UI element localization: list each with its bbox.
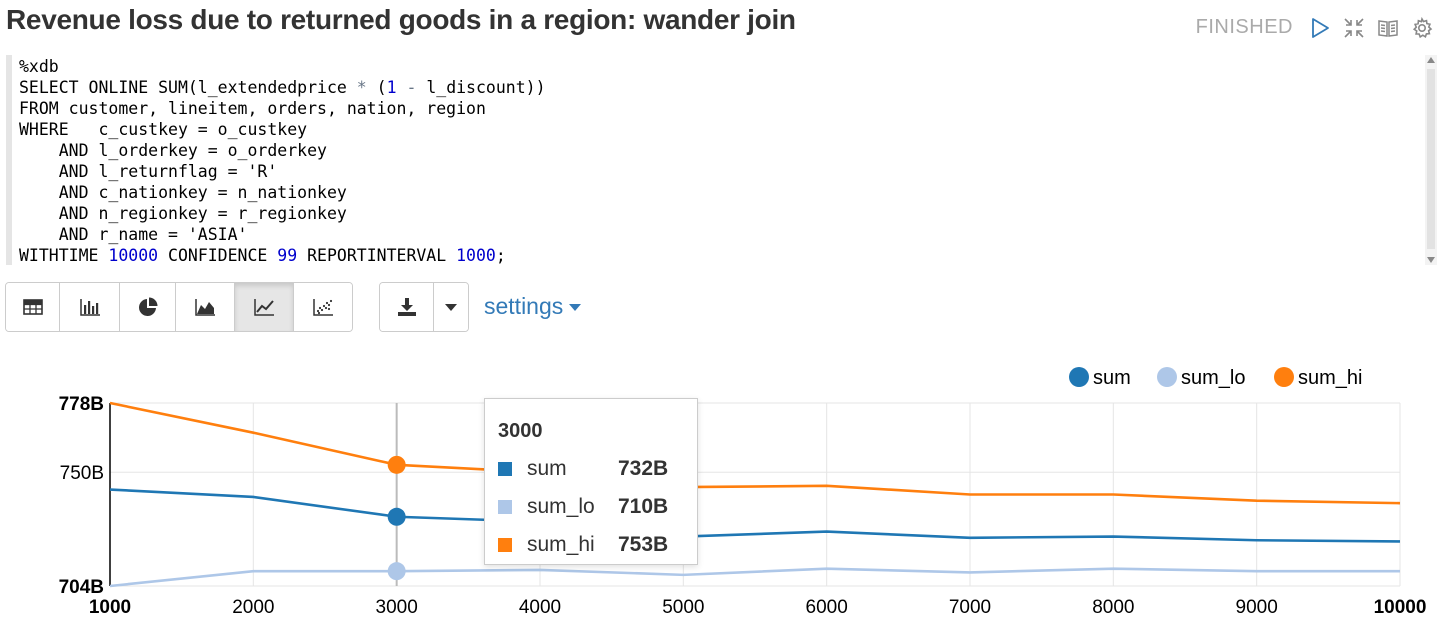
x-tick-label: 5000 (662, 597, 704, 618)
area-chart-button[interactable] (176, 283, 235, 331)
download-button[interactable] (380, 283, 434, 331)
tooltip-series-name: sum_hi (527, 533, 595, 556)
area-chart-icon (195, 299, 215, 316)
tooltip-series-name: sum_lo (527, 495, 595, 518)
tooltip-swatch (498, 462, 512, 476)
caret-down-icon (569, 304, 582, 311)
scroll-up-arrow-icon[interactable] (1427, 57, 1435, 63)
legend-swatch (1274, 367, 1294, 387)
hover-point-sum-lo (387, 562, 406, 581)
code-line: WHERE c_custkey = o_custkey (19, 120, 308, 139)
query-code[interactable]: %xdb SELECT ONLINE SUM(l_extendedprice *… (12, 55, 1437, 266)
run-icon[interactable] (1309, 17, 1331, 39)
legend-item-sum-hi[interactable]: sum_hi (1274, 367, 1362, 389)
table-icon (22, 299, 43, 315)
legend-label: sum (1093, 367, 1131, 389)
code-line: AND l_returnflag = 'R' (19, 162, 278, 181)
code-line: SELECT ONLINE SUM(l_extendedprice * (1 -… (19, 78, 546, 97)
legend-item-sum[interactable]: sum (1069, 367, 1131, 389)
line-chart-icon (254, 299, 274, 316)
settings-toggle[interactable]: settings (484, 293, 582, 320)
code-line: WITHTIME 10000 CONFIDENCE 99 REPORTINTER… (19, 246, 506, 265)
tooltip-series-value: 753B (618, 533, 669, 556)
editor-scrollbar[interactable] (1425, 55, 1437, 265)
y-tick-label: 750B (60, 463, 104, 484)
chevron-down-icon (445, 303, 457, 311)
visualization-switcher (5, 282, 353, 332)
x-tick-label: 9000 (1236, 597, 1278, 618)
tooltip-row-sum-lo: sum_lo 710B (498, 495, 668, 519)
tooltip-row-sum: sum 732B (498, 457, 668, 481)
gear-icon[interactable] (1411, 16, 1433, 39)
x-tick-label: 4000 (519, 597, 561, 618)
paragraph-title: Revenue loss due to returned goods in a … (6, 4, 796, 35)
download-options-button[interactable] (434, 283, 468, 331)
legend-label: sum_hi (1298, 367, 1362, 389)
x-tick-label: 3000 (376, 597, 418, 618)
x-tick-label: 2000 (232, 597, 274, 618)
y-tick-label: 778B (59, 394, 104, 415)
legend-item-sum-lo[interactable]: sum_lo (1157, 367, 1245, 389)
bar-chart-icon (79, 299, 100, 316)
code-editor[interactable]: %xdb SELECT ONLINE SUM(l_extendedprice *… (6, 55, 1437, 265)
x-tick-label: 10000 (1374, 597, 1427, 618)
table-view-button[interactable] (6, 283, 60, 331)
series-line-sum-hi (109, 401, 1401, 505)
tooltip-series-value: 732B (618, 457, 669, 480)
collapse-icon[interactable] (1343, 17, 1365, 39)
tooltip-swatch (498, 500, 512, 514)
x-tick-label: 1000 (89, 597, 131, 618)
x-tick-label: 7000 (949, 597, 991, 618)
x-tick-label: 8000 (1092, 597, 1134, 618)
bar-chart-button[interactable] (60, 283, 120, 331)
tooltip-title: 3000 (498, 420, 543, 442)
download-group (379, 282, 469, 332)
hover-point-sum-hi (387, 455, 406, 474)
download-icon (397, 298, 416, 316)
paragraph-controls: FINISHED (1196, 16, 1433, 39)
settings-label: settings (484, 293, 564, 319)
hover-point-sum (387, 507, 406, 526)
scatter-chart-icon (313, 299, 333, 316)
series-line-sum-lo (109, 567, 1400, 588)
tooltip-swatch (498, 538, 512, 552)
pie-chart-icon (138, 297, 157, 316)
scroll-thumb[interactable] (1427, 69, 1435, 249)
chart-tooltip: 3000 sum 732B sum_lo 710B sum_hi 753B (484, 398, 698, 565)
code-line: FROM customer, lineitem, orders, nation,… (19, 99, 486, 118)
tooltip-row-sum-hi: sum_hi 753B (498, 533, 668, 557)
tooltip-series-name: sum (527, 457, 567, 480)
scroll-down-arrow-icon[interactable] (1427, 257, 1435, 263)
line-chart-button[interactable] (235, 283, 294, 331)
scatter-chart-button[interactable] (294, 283, 352, 331)
code-line: %xdb (19, 57, 59, 76)
legend-swatch (1069, 367, 1089, 387)
code-line: AND r_name = 'ASIA' (19, 225, 248, 244)
code-line: AND c_nationkey = n_nationkey (19, 183, 347, 202)
x-tick-label: 6000 (806, 597, 848, 618)
status-label: FINISHED (1195, 16, 1293, 38)
legend-swatch (1157, 367, 1177, 387)
tooltip-series-value: 710B (618, 495, 669, 518)
code-line: AND n_regionkey = r_regionkey (19, 204, 347, 223)
series-line-sum (109, 488, 1401, 543)
book-icon[interactable] (1377, 17, 1399, 39)
code-line: AND l_orderkey = o_orderkey (19, 141, 327, 160)
pie-chart-button[interactable] (120, 283, 176, 331)
y-tick-label: 704B (59, 577, 104, 598)
legend-label: sum_lo (1181, 367, 1245, 389)
